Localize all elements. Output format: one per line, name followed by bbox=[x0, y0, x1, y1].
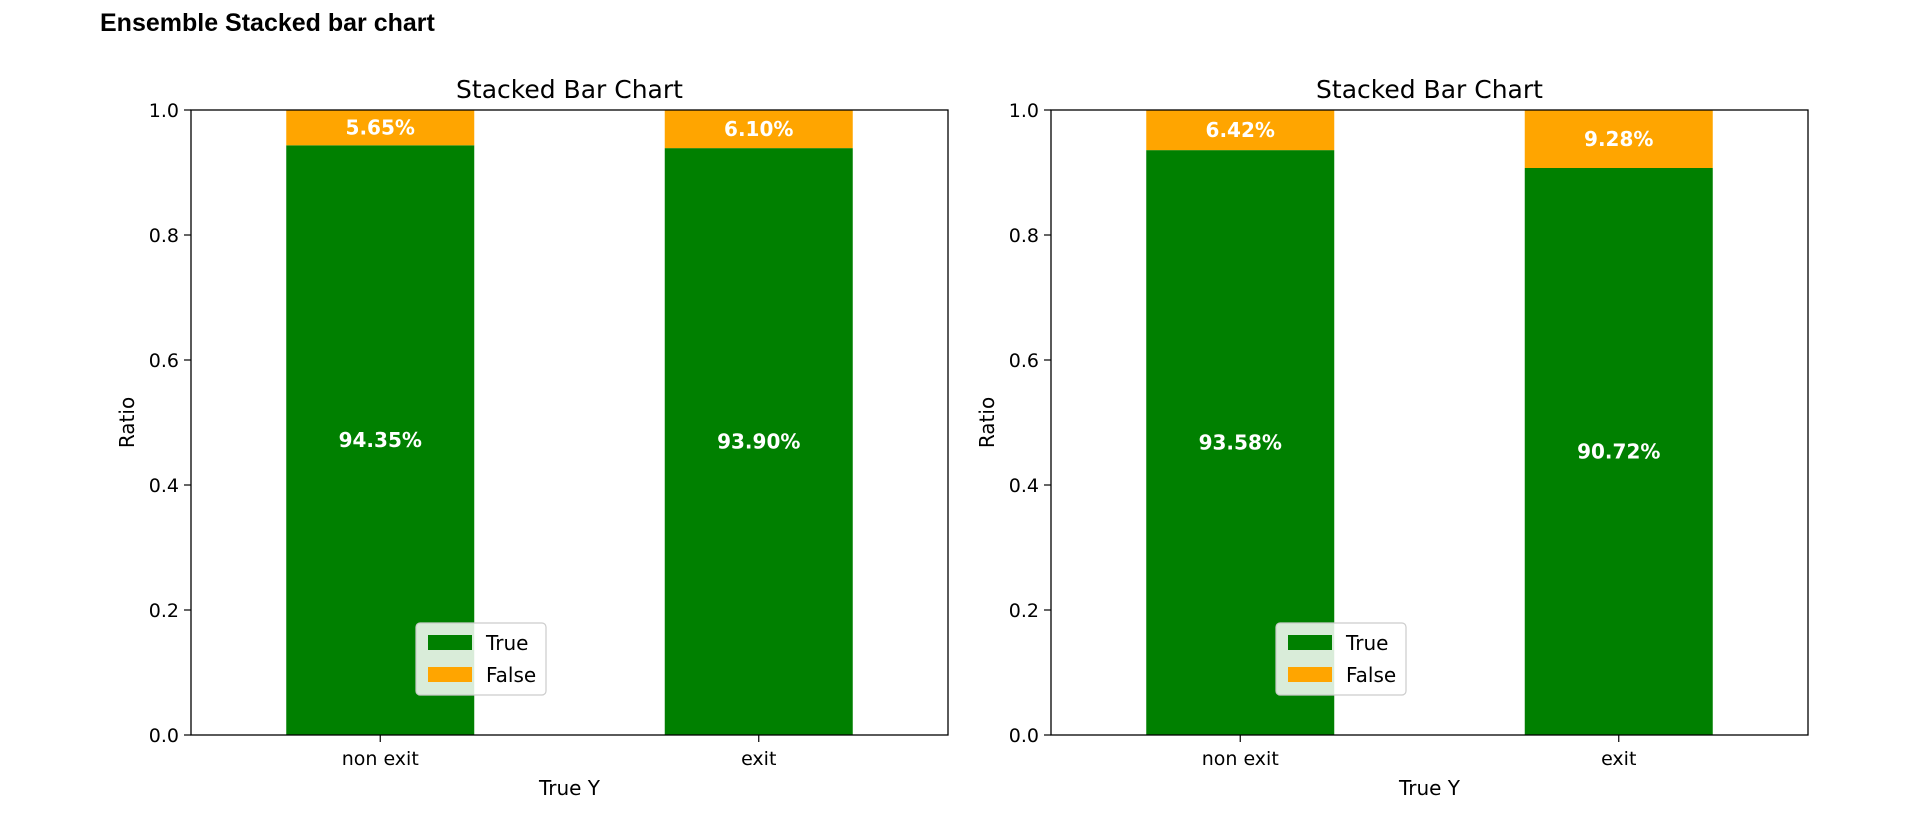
x-tick-label: exit bbox=[1601, 748, 1636, 770]
x-tick-label: exit bbox=[741, 748, 776, 770]
y-tick-label: 0.0 bbox=[149, 725, 179, 747]
y-tick-label: 0.8 bbox=[1009, 225, 1039, 247]
page-title: Ensemble Stacked bar chart bbox=[100, 9, 435, 37]
bar-true-exit bbox=[1524, 168, 1713, 735]
legend-swatch-true bbox=[428, 635, 472, 650]
chart-title: Stacked Bar Chart bbox=[1316, 75, 1543, 104]
legend: True False bbox=[415, 622, 547, 696]
y-tick-label: 0.6 bbox=[1009, 350, 1039, 372]
chart-title: Stacked Bar Chart bbox=[456, 75, 683, 104]
y-tick-label: 0.4 bbox=[1009, 475, 1039, 497]
legend-label-false: False bbox=[486, 663, 536, 687]
chart-panel-left: Stacked Bar Chart 94.35% 5.65% 93.90% 6.10% 0… bbox=[100, 60, 960, 805]
x-axis-label: True Y bbox=[538, 776, 601, 800]
legend-label-false: False bbox=[1346, 663, 1396, 687]
legend: True False bbox=[1275, 622, 1407, 696]
data-label-false-non-exit: 5.65% bbox=[346, 116, 415, 140]
plot-frame bbox=[190, 109, 949, 736]
x-axis-label: True Y bbox=[1398, 776, 1461, 800]
stacked-bar-chart-right: Stacked Bar Chart 93.58% 6.42% 90.72% 9.28% 0… bbox=[975, 75, 1809, 800]
y-axis-label: Ratio bbox=[115, 397, 139, 448]
y-tick-label: 0.4 bbox=[149, 475, 179, 497]
y-tick-label: 0.2 bbox=[149, 600, 179, 622]
bar-false-non-exit bbox=[286, 110, 475, 146]
y-tick-label: 0.8 bbox=[149, 225, 179, 247]
y-tick-label: 1.0 bbox=[1009, 100, 1039, 122]
chart-panel-right: Stacked Bar Chart 93.58% 6.42% 90.72% 9.28% 0… bbox=[960, 60, 1820, 805]
data-label-false-exit: 9.28% bbox=[1584, 127, 1653, 151]
legend-swatch-false bbox=[1288, 667, 1332, 682]
data-label-true-non-exit: 93.58% bbox=[1199, 431, 1282, 455]
x-tick-label: non exit bbox=[342, 748, 419, 770]
x-tick-label: non exit bbox=[1202, 748, 1279, 770]
legend-swatch-false bbox=[428, 667, 472, 682]
data-label-false-exit: 6.10% bbox=[724, 117, 793, 141]
data-label-true-exit: 93.90% bbox=[717, 430, 800, 454]
legend-label-true: True bbox=[485, 631, 528, 655]
y-tick-label: 1.0 bbox=[149, 100, 179, 122]
data-label-false-non-exit: 6.42% bbox=[1206, 118, 1275, 142]
y-tick-label: 0.6 bbox=[149, 350, 179, 372]
plot-frame bbox=[1050, 109, 1809, 736]
bar-false-exit bbox=[1524, 110, 1713, 168]
legend-swatch-true bbox=[1288, 635, 1332, 650]
legend-label-true: True bbox=[1345, 631, 1388, 655]
bar-true-exit bbox=[664, 148, 853, 735]
data-label-true-exit: 90.72% bbox=[1577, 440, 1660, 464]
y-axis-label: Ratio bbox=[975, 397, 999, 448]
bar-false-exit bbox=[664, 110, 853, 149]
y-tick-label: 0.0 bbox=[1009, 725, 1039, 747]
y-tick-label: 0.2 bbox=[1009, 600, 1039, 622]
bar-false-non-exit bbox=[1146, 110, 1335, 151]
stacked-bar-chart-left: Stacked Bar Chart 94.35% 5.65% 93.90% 6.10% 0… bbox=[115, 75, 949, 800]
data-label-true-non-exit: 94.35% bbox=[339, 428, 422, 452]
